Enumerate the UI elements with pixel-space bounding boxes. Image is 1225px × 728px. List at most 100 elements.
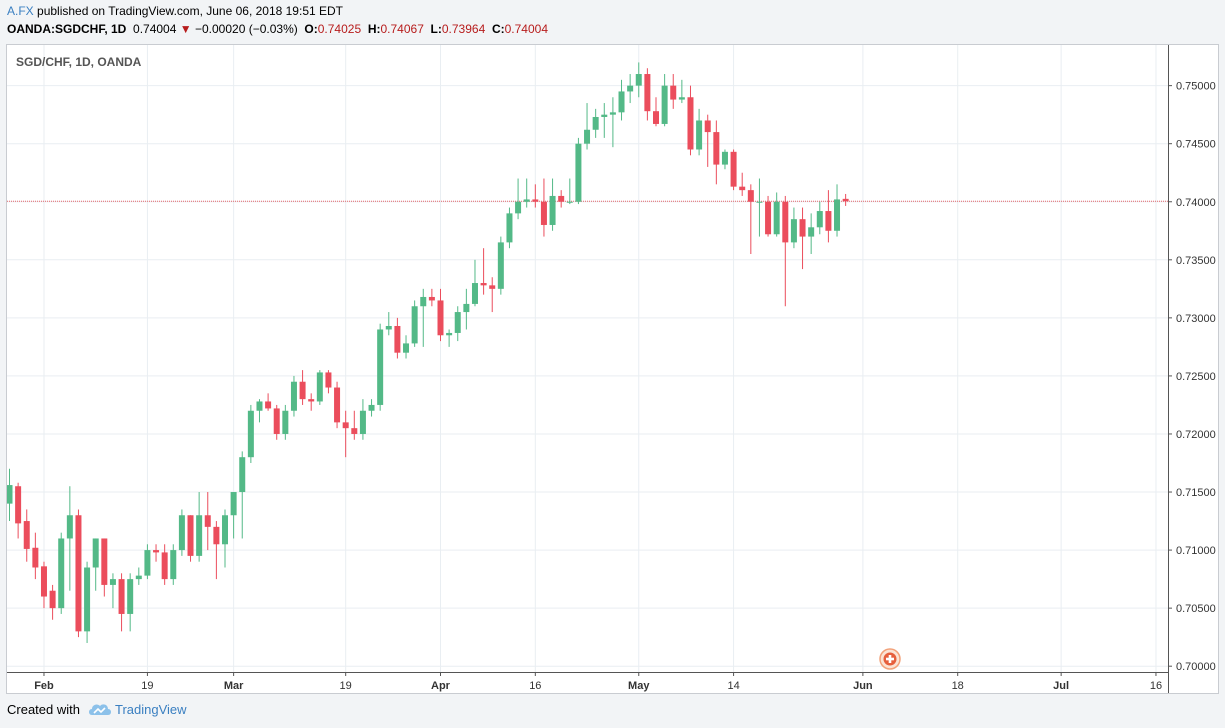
time-tick-label: 19 [141,680,153,692]
time-tick-label: 19 [340,680,352,692]
price-tick-label: 0.71500 [1176,487,1216,499]
candle [92,538,99,591]
footer: Created with TradingView [7,702,187,717]
candle [58,532,65,614]
candle [480,248,487,295]
last-price: 0.74004 [133,22,177,36]
candle-body [747,190,754,202]
candle-body [299,381,306,400]
time-tick-label: 16 [529,680,541,692]
candle [471,259,478,307]
candle-body [566,201,573,203]
price-tick-label: 0.72500 [1176,371,1216,383]
candle [273,404,280,440]
candle [523,178,530,208]
candle-body [497,242,504,289]
candle [299,370,306,405]
candle-body [23,521,30,549]
chart-header: A.FX published on TradingView.com, June … [0,0,1225,44]
candle [75,509,82,638]
time-tick-label: Jun [853,680,873,692]
candle-body [678,97,685,100]
candle-body [670,85,677,100]
candle-body [239,457,246,493]
candle-body [463,303,470,313]
candle [351,410,358,440]
candle [627,74,634,104]
candle-body [403,343,410,353]
candle [403,335,410,359]
candle [653,97,659,127]
candle [825,190,832,243]
candle-body [540,201,547,225]
candle-body [127,579,134,614]
grid-lines [7,45,1168,672]
published-text: published on TradingView.com, June 06, 2… [37,4,343,18]
candle-body [489,285,496,289]
candle-body [480,283,487,286]
price-tick-label: 0.74000 [1176,197,1216,209]
candle-body [385,325,392,330]
candle [359,399,366,440]
candle [446,329,453,347]
candle-body [101,538,108,585]
candle [532,184,539,208]
candle-body [437,300,444,336]
price-axis[interactable]: 0.70000 0.70500 0.71000 0.71500 0.72000 0.725… [1168,81,1216,674]
candle-body [84,567,91,632]
candle-body [773,201,780,235]
candle-body [454,312,461,333]
candle [730,149,737,191]
candle [463,288,470,330]
candle-body [144,550,151,576]
candle [696,108,703,156]
candle [23,509,30,562]
candle [325,370,332,394]
candle-body [196,515,203,556]
candle-body [808,227,815,237]
time-axis[interactable]: Feb 19 Mar 19 Apr 16 May 14 Jun 18 Jul 16 [34,672,1162,692]
candle [394,317,401,359]
candle-body [592,116,599,130]
candle [7,468,13,522]
candle [661,74,668,127]
candle-body [273,408,280,434]
candle-body [32,547,39,568]
event-marker-icon[interactable] [879,648,901,670]
candle-body [515,201,522,214]
candle [342,410,349,458]
candle [135,567,142,585]
candle [497,236,504,295]
candle [101,538,108,597]
close-value: 0.74004 [504,22,548,36]
candle-body [334,387,341,423]
price-tick-label: 0.70500 [1176,603,1216,615]
ohlc-line: OANDA:SGDCHF, 1D 0.74004 ▼ −0.00020 (−0.… [7,22,548,36]
candle [239,451,246,539]
candle [213,521,220,580]
candle-body [92,538,99,568]
candle [40,561,47,609]
candle-body [428,296,435,301]
tradingview-brand-link[interactable]: TradingView [115,702,187,717]
candle [601,103,608,138]
candle-body [825,211,832,231]
symbol-interval: OANDA:SGDCHF, 1D [7,22,127,36]
candle-body [618,91,625,113]
candle-body [15,486,22,524]
candle-body [230,492,237,516]
price-tick-label: 0.73000 [1176,313,1216,325]
candle [196,492,203,562]
author-link[interactable]: A.FX [7,4,34,18]
candle [178,509,185,556]
candlestick-chart[interactable]: 0.70000 0.70500 0.71000 0.71500 0.72000 0.725… [7,45,1218,693]
candle-body [247,410,254,458]
candle [489,277,496,313]
chart-panel[interactable]: 0.70000 0.70500 0.71000 0.71500 0.72000 0.725… [6,44,1219,694]
candle-body [471,283,478,304]
candle-body [213,526,220,545]
candle [765,195,772,237]
candle-body [765,201,772,235]
candle-body [187,515,194,556]
candle-body [170,550,177,580]
